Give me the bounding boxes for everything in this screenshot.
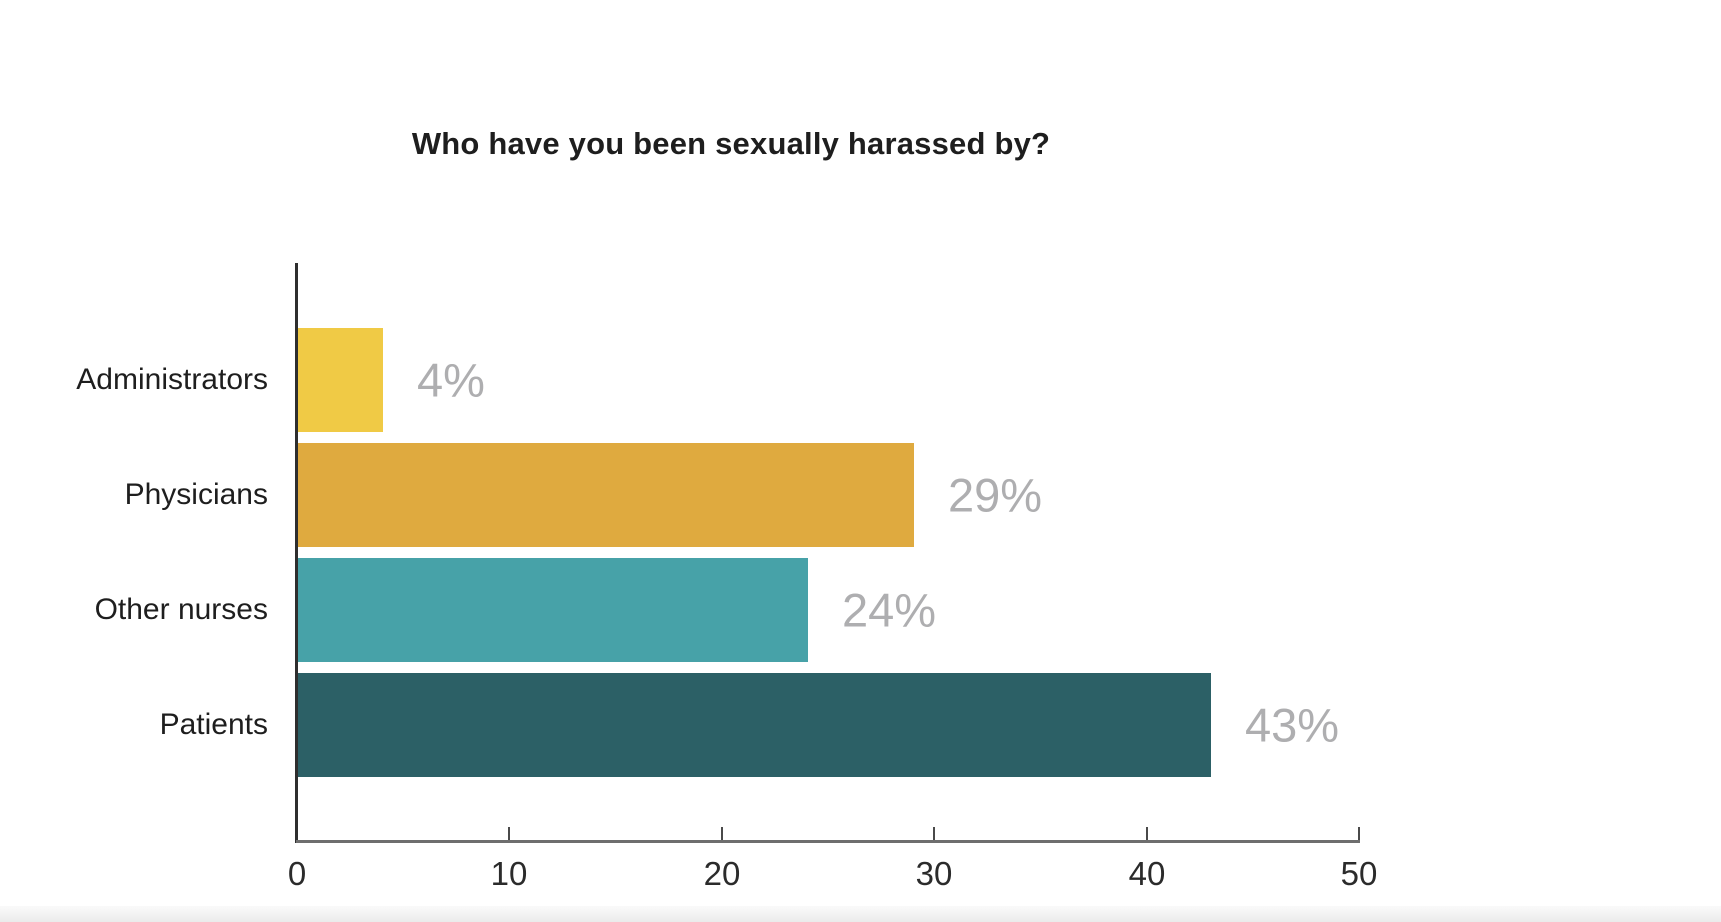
chart-row-administrators: Administrators 4% [0, 328, 1721, 432]
value-label-administrators: 4% [417, 353, 485, 407]
x-tick-label-50: 50 [1340, 855, 1378, 892]
x-axis-line [296, 840, 1360, 843]
bar-patients [298, 673, 1211, 777]
x-tick-mark-20 [721, 827, 723, 840]
bar-other-nurses [298, 558, 808, 662]
category-label-administrators: Administrators [76, 363, 268, 396]
x-tick-label-10: 10 [490, 855, 528, 892]
chart-row-patients: Patients 43% [0, 673, 1721, 777]
x-tick-label-20: 20 [703, 855, 741, 892]
category-label-other-nurses: Other nurses [94, 593, 268, 626]
x-tick-mark-30 [933, 827, 935, 840]
x-tick-label-40: 40 [1128, 855, 1166, 892]
value-label-patients: 43% [1245, 698, 1340, 752]
value-label-physicians: 29% [948, 468, 1043, 522]
bar-administrators [298, 328, 383, 432]
category-label-physicians: Physicians [124, 478, 268, 511]
chart-title: Who have you been sexually harassed by? [411, 126, 1051, 161]
chart-row-physicians: Physicians 29% [0, 443, 1721, 547]
category-label-patients: Patients [159, 708, 268, 741]
bar-physicians [298, 443, 914, 547]
y-axis-line [295, 263, 298, 843]
bottom-edge-strip [0, 906, 1721, 922]
x-tick-label-30: 30 [915, 855, 953, 892]
x-tick-mark-50 [1358, 827, 1360, 840]
value-label-other-nurses: 24% [842, 583, 937, 637]
x-tick-mark-40 [1146, 827, 1148, 840]
x-tick-mark-10 [508, 827, 510, 840]
chart-row-other-nurses: Other nurses 24% [0, 558, 1721, 662]
x-tick-label-0: 0 [287, 855, 307, 892]
